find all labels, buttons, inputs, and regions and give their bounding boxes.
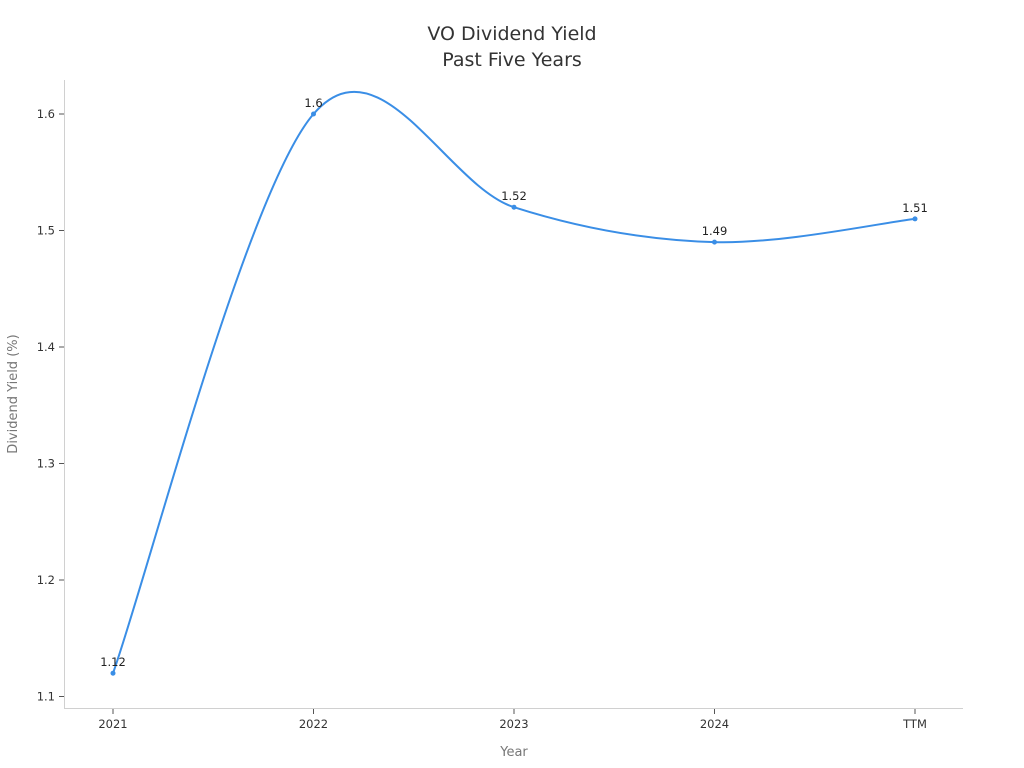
- y-tick-label: 1.2: [37, 573, 55, 587]
- y-tick-label: 1.3: [37, 457, 55, 471]
- x-tick-label: TTM: [902, 717, 927, 731]
- x-tick-label: 2021: [98, 717, 127, 731]
- data-label: 1.52: [501, 189, 527, 203]
- axes: [64, 80, 963, 709]
- x-ticks: 2021 2022 2023 2024 TTM: [98, 709, 927, 731]
- x-axis-label: Year: [499, 745, 528, 760]
- y-tick-label: 1.1: [37, 690, 55, 704]
- y-ticks: 1.1 1.2 1.3 1.4 1.5 1.6: [37, 107, 64, 704]
- data-point: [912, 216, 918, 222]
- x-tick-label: 2022: [299, 717, 328, 731]
- y-tick-label: 1.5: [37, 224, 55, 238]
- data-label: 1.51: [902, 201, 928, 215]
- data-label: 1.49: [702, 224, 728, 238]
- y-axis-label: Dividend Yield (%): [6, 334, 21, 453]
- data-label: 1.6: [304, 96, 322, 110]
- data-points: 1.12 1.6 1.52 1.49 1.51: [100, 96, 928, 676]
- data-point: [511, 204, 517, 210]
- x-tick-label: 2023: [499, 717, 528, 731]
- data-point: [110, 670, 116, 676]
- x-tick-label: 2024: [700, 717, 729, 731]
- data-point: [712, 239, 717, 245]
- y-tick-label: 1.6: [37, 107, 55, 121]
- data-point: [311, 111, 316, 117]
- data-label: 1.12: [100, 655, 126, 669]
- chart-title: VO Dividend Yield: [427, 23, 596, 45]
- y-tick-label: 1.4: [37, 340, 55, 354]
- series-line: [112, 90, 916, 674]
- chart-subtitle: Past Five Years: [442, 49, 582, 71]
